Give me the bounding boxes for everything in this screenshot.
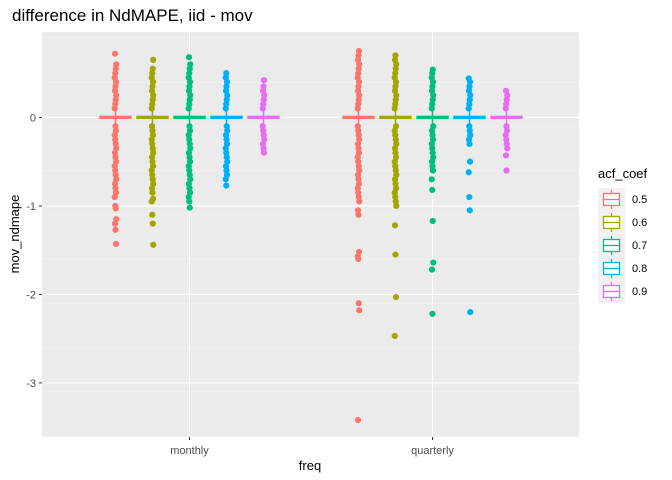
legend: acf_coef 0.5 0.6 0.7 0.8 0.9 — [598, 166, 648, 303]
outlier-point — [466, 158, 474, 165]
outlier-point — [222, 176, 229, 183]
outlier-point — [223, 70, 230, 77]
outlier-point — [356, 198, 363, 205]
box-group — [136, 56, 169, 248]
outlier-point — [429, 217, 436, 225]
y-tick-label: -2 — [26, 289, 36, 301]
box-group — [342, 47, 375, 424]
box-group — [210, 70, 243, 189]
outlier-point — [149, 189, 156, 196]
outlier-point — [355, 211, 362, 218]
legend-label: 0.9 — [632, 286, 647, 298]
legend-key: 0.6 — [598, 211, 647, 234]
outlier-point — [467, 309, 474, 316]
outlier-point — [112, 205, 119, 212]
outlier-point — [355, 300, 362, 307]
legend-key: 0.9 — [598, 280, 647, 303]
outlier-point — [111, 50, 119, 57]
outlier-point — [187, 61, 194, 68]
legend-key: 0.7 — [598, 234, 647, 257]
outlier-point — [185, 54, 193, 61]
box-group — [490, 87, 523, 174]
y-tick-label: -1 — [26, 201, 36, 213]
outlier-point — [260, 77, 268, 84]
x-axis-title: freq — [299, 458, 321, 473]
outlier-point — [392, 293, 400, 301]
outlier-point — [149, 65, 156, 72]
chart-title: difference in NdMAPE, iid - mov — [12, 6, 253, 25]
legend-title: acf_coef — [598, 166, 648, 181]
outlier-point — [465, 169, 472, 176]
outlier-point — [112, 240, 120, 248]
y-axis-title: mov_ndmape — [7, 195, 22, 274]
legend-key: 0.8 — [598, 257, 647, 280]
outlier-point — [503, 167, 510, 174]
outlier-point — [429, 310, 436, 317]
outlier-point — [150, 56, 157, 63]
outlier-point — [393, 202, 400, 209]
outlier-point — [113, 61, 120, 68]
legend-label: 0.5 — [632, 194, 647, 206]
box-group — [173, 54, 206, 211]
outlier-point — [466, 140, 473, 148]
outlier-point — [111, 220, 119, 227]
outlier-point — [260, 149, 268, 156]
outlier-point — [465, 75, 472, 82]
outlier-point — [150, 241, 157, 248]
outlier-point — [466, 193, 473, 201]
outlier-point — [260, 83, 267, 90]
y-axis: 0 -1 -2 -3 — [26, 112, 42, 390]
outlier-point — [429, 186, 436, 194]
plot-panel — [42, 32, 579, 437]
x-tick-label: monthly — [170, 445, 209, 457]
box-group — [247, 77, 280, 156]
outlier-point — [391, 222, 399, 229]
outlier-point — [356, 307, 363, 314]
outlier-point — [186, 198, 193, 205]
outlier-point — [149, 220, 156, 227]
legend-key: 0.5 — [598, 188, 647, 211]
outlier-point — [186, 204, 193, 211]
outlier-point — [502, 152, 510, 159]
outlier-point — [428, 176, 435, 183]
y-tick-label: -3 — [26, 378, 36, 390]
outlier-point — [502, 87, 510, 94]
box-group — [379, 52, 412, 340]
box-group — [99, 50, 132, 248]
box-group — [453, 75, 486, 316]
outlier-point — [392, 52, 399, 59]
outlier-point — [112, 226, 119, 233]
legend-label: 0.7 — [632, 240, 647, 252]
outlier-point — [354, 416, 362, 424]
outlier-point — [429, 66, 436, 73]
outlier-point — [223, 182, 230, 189]
outlier-point — [111, 193, 118, 201]
outlier-point — [429, 167, 437, 174]
outlier-point — [148, 198, 155, 205]
outlier-point — [428, 266, 436, 273]
x-tick-label: quarterly — [411, 445, 454, 457]
boxplot-marks — [99, 47, 523, 424]
outlier-point — [466, 207, 473, 214]
x-axis: monthly quarterly — [170, 437, 454, 457]
box-group — [416, 66, 449, 317]
outlier-point — [391, 332, 398, 340]
outlier-point — [355, 255, 362, 263]
outlier-point — [430, 259, 437, 266]
outlier-point — [392, 251, 399, 258]
legend-label: 0.6 — [632, 217, 647, 229]
legend-label: 0.8 — [632, 263, 647, 275]
outlier-point — [355, 47, 363, 55]
outlier-point — [504, 145, 511, 152]
y-tick-label: 0 — [30, 112, 36, 124]
outlier-point — [149, 211, 156, 218]
